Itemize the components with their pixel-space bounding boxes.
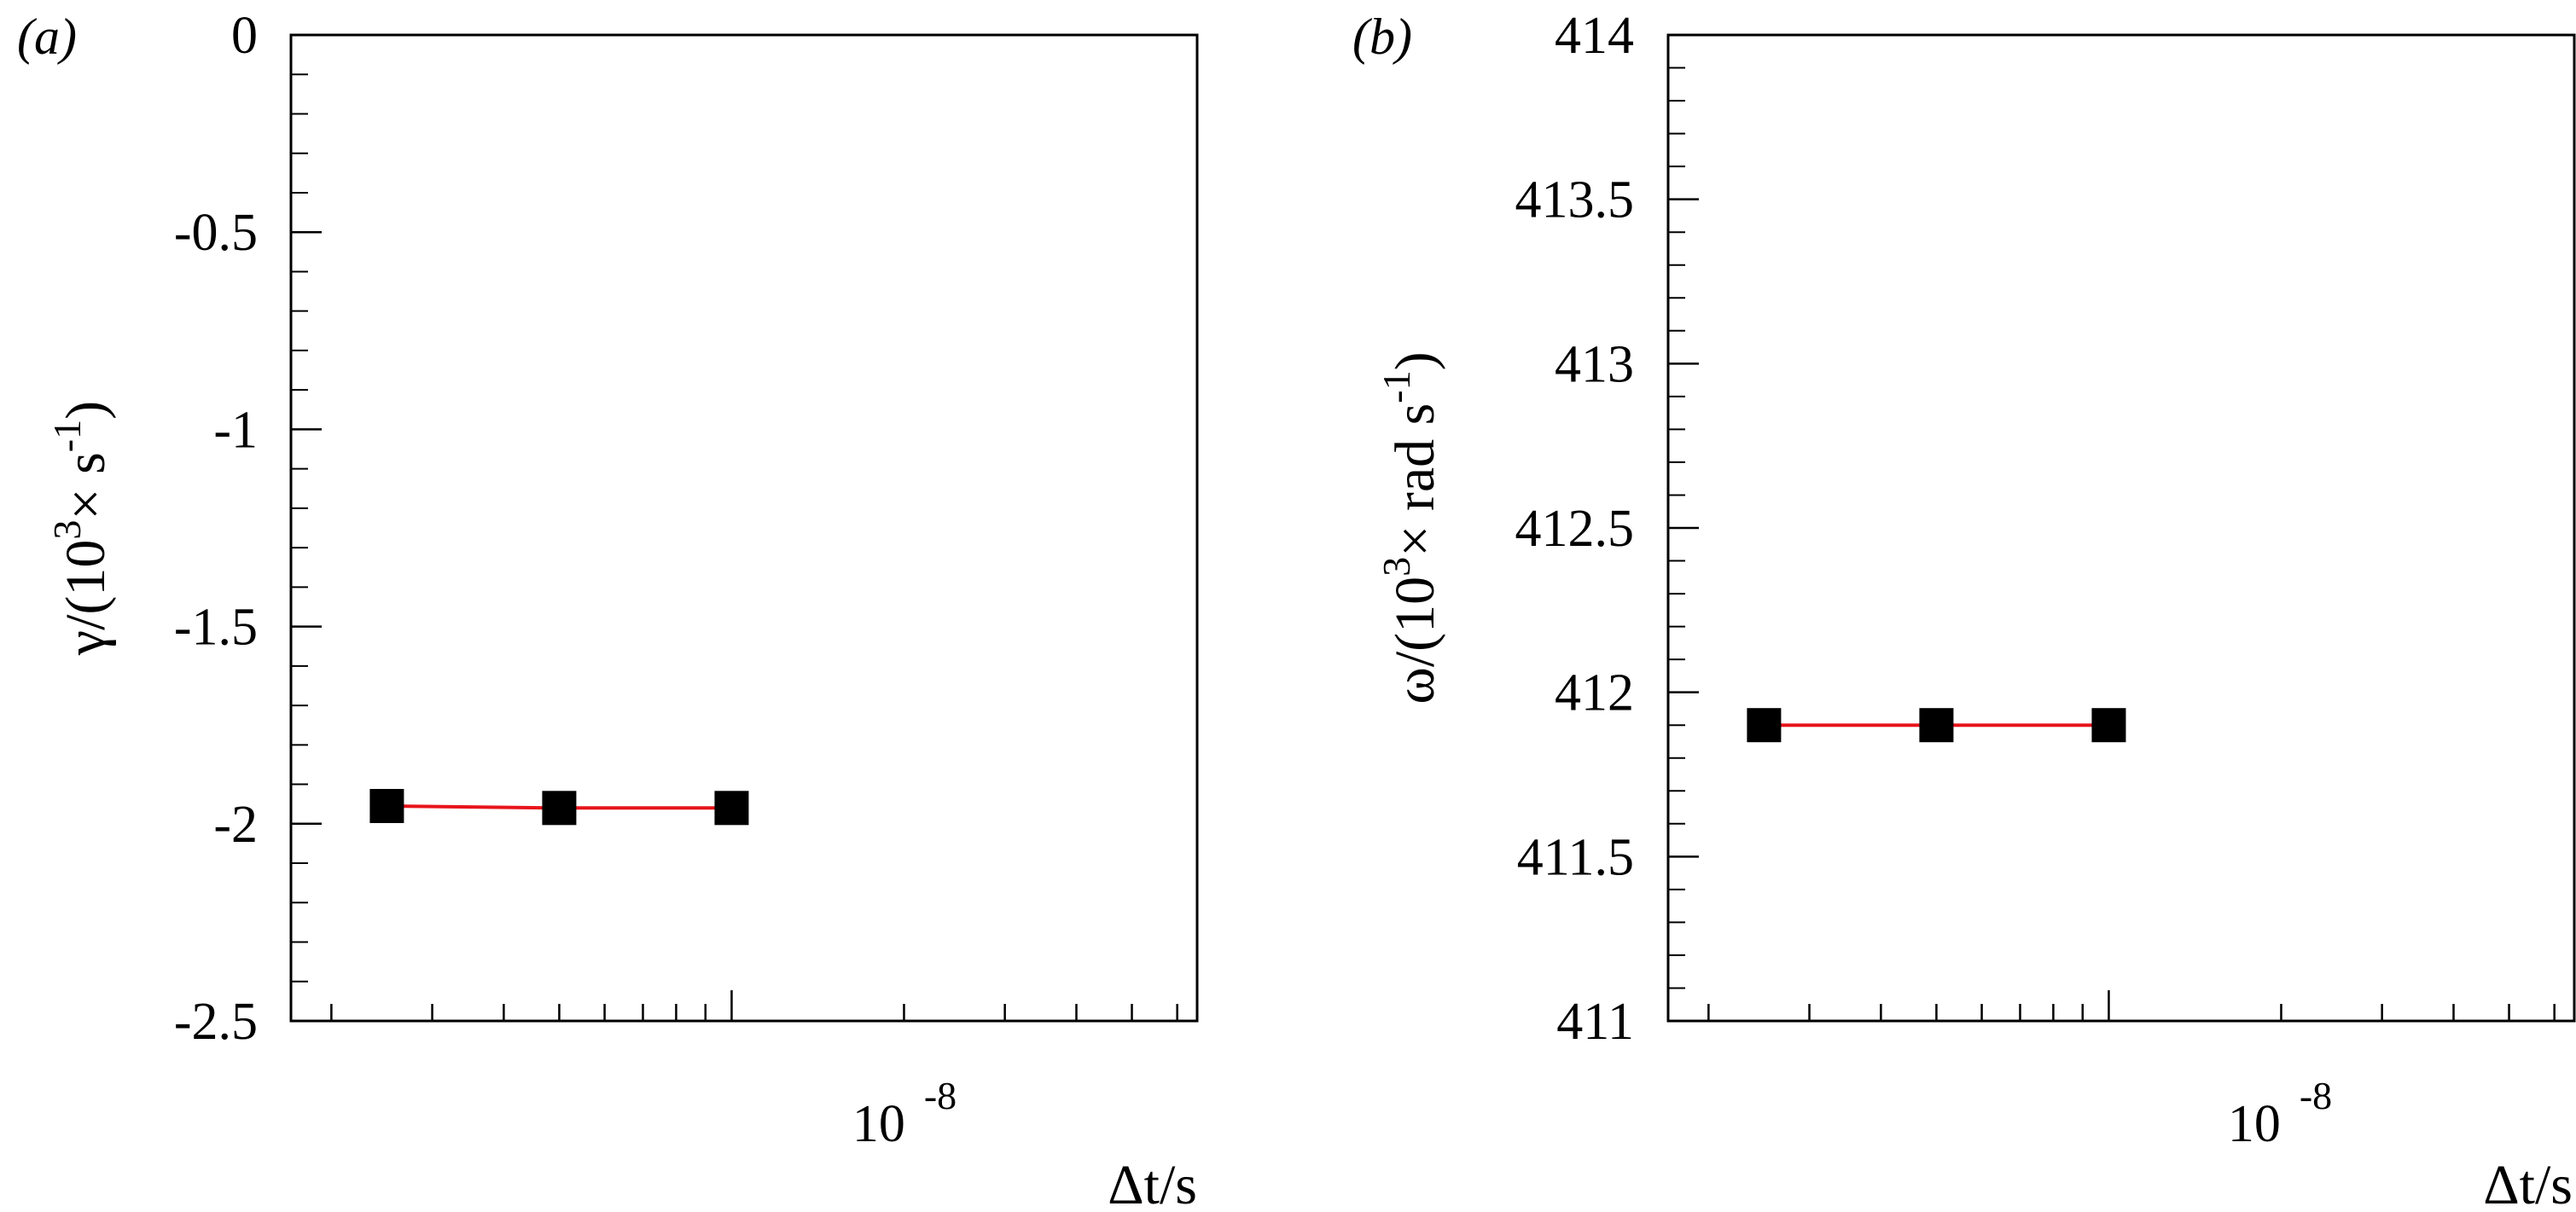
- y-tick-label: -1: [213, 401, 258, 459]
- panel-a: 0-0.5-1-1.5-2-2.5 (a) γ/(103× s-1) 10 -8 …: [17, 7, 1199, 1212]
- panel-label-b: (b): [1352, 9, 1412, 65]
- x-tick-label-a-base: 10: [852, 1095, 905, 1153]
- y-tick-label: 413.5: [1515, 171, 1635, 229]
- x-axis-title-b: Δt/s: [2483, 1154, 2573, 1212]
- y-tick-label: -0.5: [174, 204, 258, 262]
- y-axis-title-b-suffix: ): [1384, 351, 1446, 370]
- data-point-marker: [542, 791, 577, 826]
- y-tick-label: 0: [231, 7, 258, 65]
- y-axis-title-b-mid: × rad s: [1384, 403, 1446, 557]
- y-axis-title-a-suffix: ): [55, 401, 117, 420]
- y-axis-title-a-exp2: -1: [45, 420, 89, 452]
- y-axis-title-b-prefix: ω/(10: [1384, 577, 1446, 705]
- x-axis-title-a: Δt/s: [1108, 1154, 1197, 1212]
- y-axis-title-a-mid: × s: [55, 452, 117, 519]
- marks-group-a: [369, 788, 749, 826]
- y-axis-title-b-exp1: 3: [1375, 557, 1418, 577]
- x-tick-label-b-base: 10: [2228, 1095, 2281, 1153]
- data-point-marker: [369, 788, 404, 823]
- y-axis-title-a: γ/(103× s-1): [45, 401, 117, 656]
- panel-b: 414 413.5 413 412.5 412 411.5 411 (b) ω/(103× …: [1352, 7, 2576, 1212]
- y-tick-label: 414: [1555, 7, 1634, 65]
- y-tick-label: 413: [1555, 335, 1634, 393]
- data-point-marker: [2091, 708, 2126, 743]
- y-axis-title-b-exp2: -1: [1375, 370, 1418, 403]
- x-tick-label-a-exp: -8: [924, 1074, 957, 1117]
- panel-label-a: (a): [17, 9, 77, 65]
- plot-frame-a: [289, 33, 1199, 1023]
- x-tick-label-a: 10 -8: [852, 1074, 957, 1153]
- data-point-marker: [1919, 708, 1954, 743]
- x-tick-label-b-exp: -8: [2300, 1074, 2332, 1117]
- y-tick-label: 412: [1555, 664, 1634, 722]
- data-point-marker: [714, 791, 749, 826]
- y-tick-label: 411.5: [1517, 828, 1634, 886]
- y-tick-label: -1.5: [174, 599, 258, 657]
- y-axis-title-b: ω/(103× rad s-1): [1375, 351, 1446, 704]
- y-axis-title-a-exp1: 3: [45, 520, 89, 540]
- x-tick-label-b: 10 -8: [2228, 1074, 2332, 1153]
- y-tick-label: -2.5: [174, 993, 258, 1051]
- tick-group-a: 0 -0.5 -1 -1.5 -2 -2.5: [174, 7, 1178, 1051]
- y-tick-label: -2: [213, 796, 258, 854]
- data-point-marker: [1747, 708, 1782, 743]
- y-axis-title-a-prefix: γ/(10: [55, 540, 117, 656]
- y-tick-label: 412.5: [1515, 500, 1635, 558]
- marks-group-b: [1747, 708, 2126, 743]
- tick-group-b: 414 413.5 413 412.5 412 411.5 411: [1515, 7, 2556, 1051]
- plot-frame-b: [1666, 33, 2576, 1023]
- y-tick-label: 411: [1556, 993, 1634, 1051]
